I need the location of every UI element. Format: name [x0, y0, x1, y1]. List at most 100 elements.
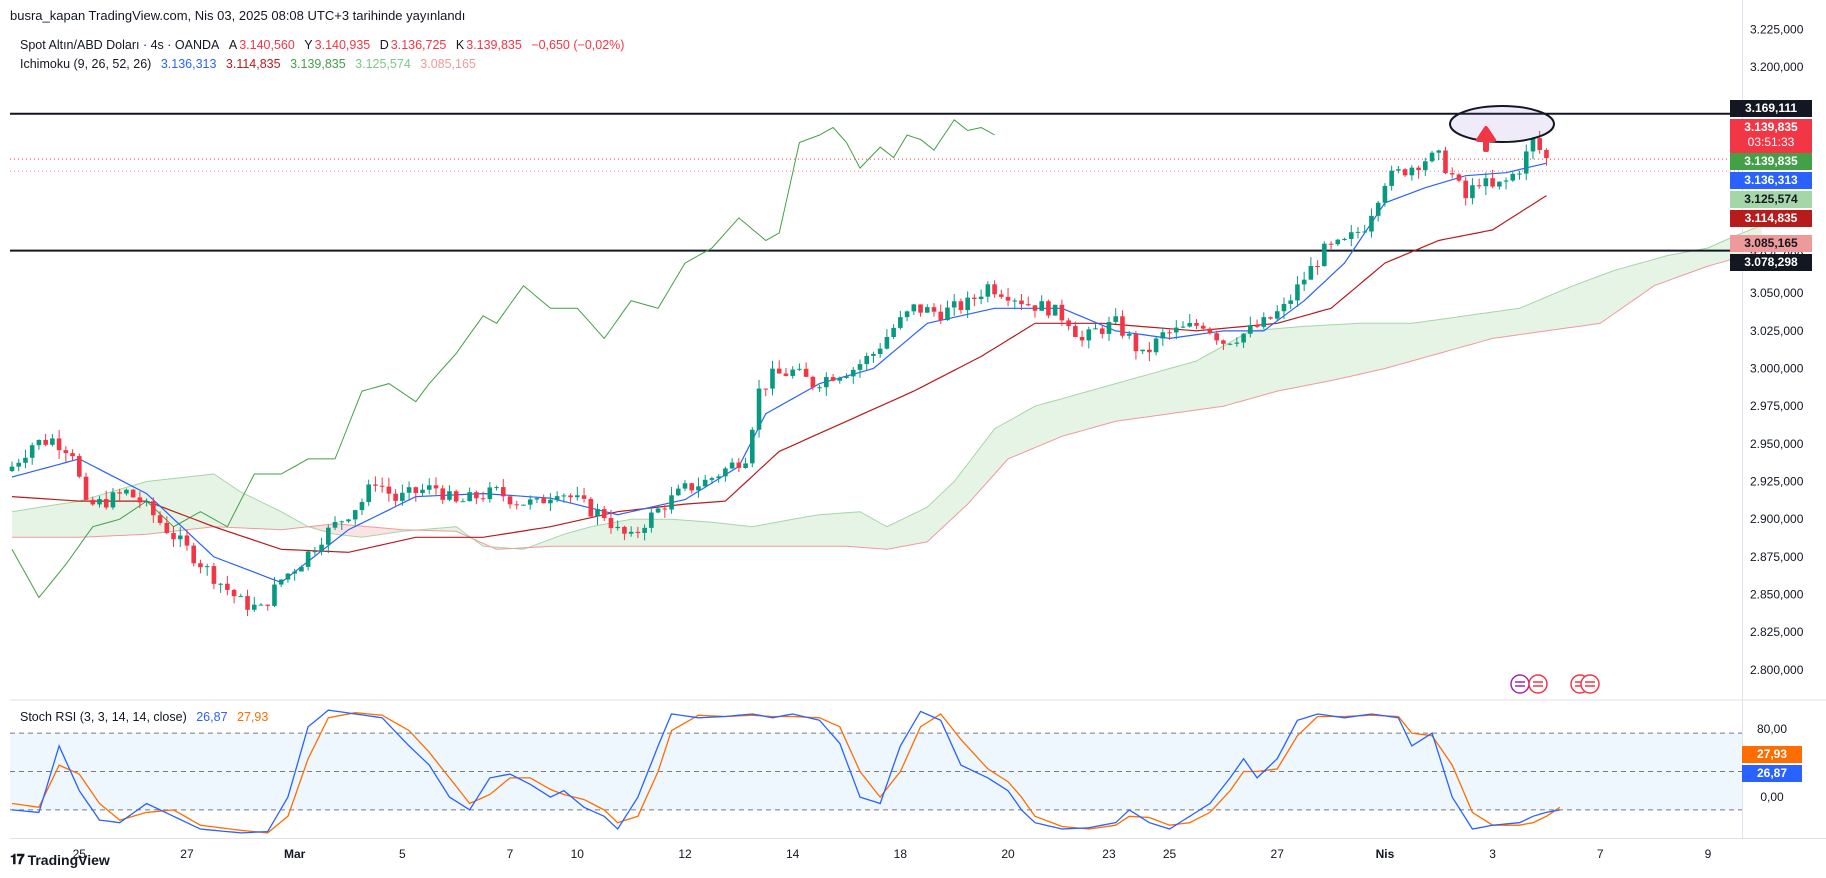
candle-body: [184, 535, 190, 546]
candle-body: [500, 487, 506, 497]
candle-body: [43, 439, 48, 445]
candle-body: [985, 284, 991, 297]
candle-body: [164, 522, 170, 533]
candle-body: [803, 368, 809, 377]
candle-body: [272, 584, 277, 606]
stoch-name[interactable]: Stoch RSI (3, 3, 14, 14, close): [20, 710, 187, 724]
y-tick-label: 3.050,000: [1750, 286, 1804, 300]
symbol-legend: Spot Altın/ABD Doları · 4s · OANDA A 3.14…: [20, 38, 626, 52]
candle-body: [575, 495, 580, 498]
candle-body: [649, 512, 654, 528]
x-tick-label: 25: [1163, 847, 1177, 861]
y-tick-label: 2.975,000: [1750, 399, 1804, 413]
candle-body: [1025, 304, 1031, 306]
candle-body: [1456, 174, 1462, 181]
candle-body: [1510, 173, 1516, 181]
candle-body: [716, 476, 721, 479]
candle-body: [440, 488, 446, 500]
candle-body: [675, 488, 681, 496]
candle-body: [23, 457, 28, 463]
candle-body: [151, 501, 156, 516]
candle-body: [1086, 329, 1092, 341]
candle-body: [669, 495, 674, 510]
candle-body: [1079, 337, 1085, 341]
base-line: [11, 195, 1547, 553]
candle-body: [97, 499, 102, 505]
candle-body: [1409, 167, 1415, 176]
candle-body: [9, 466, 15, 471]
ichimoku-name[interactable]: Ichimoku (9, 26, 52, 26): [20, 57, 152, 71]
candle-body: [958, 301, 964, 311]
candle-body: [460, 501, 466, 503]
ichimoku-cloud: [11, 224, 1762, 550]
candle-body: [1423, 161, 1428, 171]
candle-body: [393, 493, 398, 501]
candle-body: [171, 532, 176, 540]
candle-body: [144, 501, 149, 503]
candle-body: [1449, 173, 1455, 175]
candle-body: [379, 485, 385, 487]
last-price-value: 3.139,835: [1744, 120, 1798, 134]
candle-body: [884, 336, 890, 349]
y-tick-label: 2.925,000: [1750, 475, 1804, 489]
candle-body: [211, 566, 217, 584]
x-tick-label: 9: [1705, 847, 1712, 861]
candle-body: [1160, 332, 1166, 339]
level-top-badge: 3.169,111: [1730, 100, 1812, 117]
close-value: 3.139,835: [466, 38, 522, 52]
candle-body: [622, 526, 627, 534]
candle-body: [1301, 279, 1307, 285]
candle-body: [1295, 284, 1300, 301]
candle-body: [70, 453, 75, 457]
candle-body: [238, 596, 244, 598]
candle-body: [756, 388, 762, 430]
tradingview-logo-icon: 𝟏𝟕: [10, 851, 25, 867]
ichimoku-span-a-value: 3.125,574: [355, 57, 411, 71]
candle-body: [326, 527, 331, 545]
candle-body: [736, 462, 742, 468]
candle-body: [332, 521, 338, 528]
candle-body: [386, 486, 392, 494]
candle-body: [1389, 170, 1394, 186]
stoch-d-line: [11, 712, 1561, 834]
candle-body: [857, 364, 863, 370]
candle-body: [514, 504, 520, 506]
candle-body: [480, 498, 486, 500]
candle-body: [1073, 326, 1078, 338]
candle-body: [117, 492, 122, 494]
candle-body: [487, 487, 493, 500]
candle-body: [1523, 151, 1529, 174]
x-tick-label: 3: [1489, 847, 1496, 861]
candle-body: [1416, 167, 1421, 171]
candle-body: [1261, 317, 1267, 327]
candle-body: [581, 495, 587, 499]
candle-body: [527, 499, 533, 505]
ichimoku-base-value: 3.114,835: [225, 57, 281, 71]
x-tick-label: Mar: [284, 847, 306, 861]
level-bottom-badge: 3.078,298: [1730, 254, 1812, 271]
candle-body: [588, 498, 594, 517]
candle-body: [433, 485, 439, 489]
tradingview-logo[interactable]: 𝟏𝟕 TradingView: [10, 851, 110, 868]
candle-body: [696, 486, 701, 491]
candle-body: [1200, 325, 1206, 329]
ichimoku-lagging-value: 3.139,835: [290, 57, 346, 71]
span-b-line: [12, 250, 1762, 550]
candle-body: [830, 377, 836, 381]
x-tick-label: 7: [1597, 847, 1604, 861]
candle-body: [56, 438, 62, 451]
y-tick-label: 3.225,000: [1750, 23, 1804, 37]
symbol-name[interactable]: Spot Altın/ABD Doları · 4s · OANDA: [20, 38, 220, 52]
candle-body: [904, 311, 910, 318]
candlesticks: [9, 130, 1549, 617]
candle-body: [1429, 152, 1435, 162]
candle-body: [1537, 138, 1543, 150]
candle-body: [1375, 202, 1381, 216]
candle-body: [548, 499, 553, 504]
stoch-k-line: [11, 709, 1561, 834]
stoch-legend: Stoch RSI (3, 3, 14, 14, close) 26,87 27…: [20, 710, 270, 724]
candle-body: [817, 387, 822, 389]
stoch-upper-label: 80,00: [1756, 722, 1788, 736]
candle-body: [157, 515, 163, 523]
